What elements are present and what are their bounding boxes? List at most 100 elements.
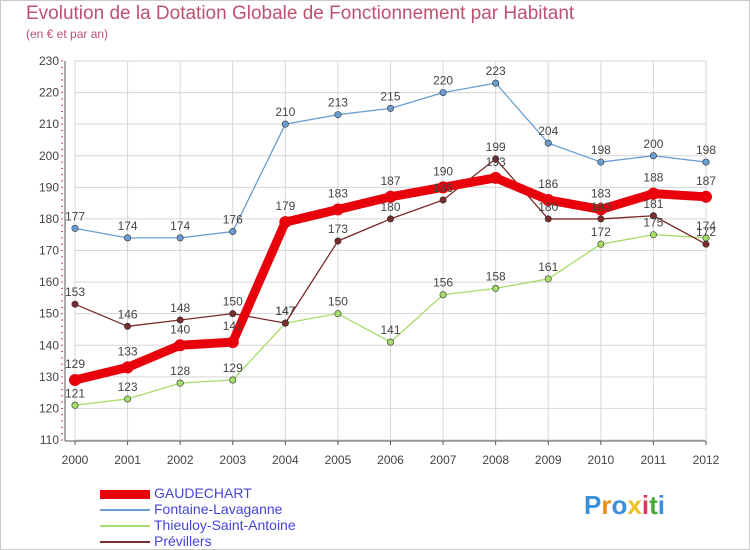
data-point [176,379,184,387]
x-tick-label: 2002 [167,453,194,467]
legend-swatch [100,489,150,499]
data-point [649,231,657,239]
data-point [124,395,132,403]
data-point [386,104,394,112]
data-point [492,284,500,292]
logo-letter: i [641,490,650,520]
data-label: 186 [433,181,453,195]
legend-label: GAUDECHART [154,485,252,501]
y-tick-label: 190 [39,180,59,194]
data-label: 183 [591,186,611,200]
data-point [647,187,660,200]
logo-letter: P [584,490,602,520]
data-label: 173 [328,222,348,236]
data-point [334,237,342,245]
data-point [594,203,607,216]
data-label: 147 [275,304,295,318]
y-tick-label: 210 [39,117,59,131]
data-point [331,203,344,216]
data-label: 210 [275,105,295,119]
data-label: 204 [538,124,558,138]
data-label: 198 [591,143,611,157]
data-label: 199 [486,140,506,154]
data-point [229,310,237,318]
data-point [437,181,450,194]
y-tick-label: 170 [39,244,59,258]
data-point [71,224,79,232]
y-tick-label: 230 [39,54,59,68]
chart-subtitle: (en € et par an) [26,27,109,41]
data-label: 176 [223,213,243,227]
data-point [542,193,555,206]
data-point [544,215,552,223]
data-point [544,275,552,283]
y-tick-label: 220 [39,86,59,100]
logo-letter: i [657,490,665,520]
data-point [281,120,289,128]
data-label: 220 [433,74,453,88]
legend-swatch [100,541,150,543]
proxiti-logo: Proxiti [584,490,665,521]
data-point [229,228,237,236]
data-label: 150 [223,295,243,309]
data-label: 177 [65,209,85,223]
data-point [492,155,500,163]
logo-letter: o [611,490,628,520]
logo-letter: x [627,490,642,520]
data-label: 172 [696,225,716,239]
data-point [121,361,134,374]
data-point [124,322,132,330]
data-label: 129 [65,357,85,371]
data-label: 213 [328,96,348,110]
y-tick-label: 110 [40,433,59,447]
data-label: 172 [591,225,611,239]
legend-label: Prévillers [154,533,212,549]
data-label: 193 [486,155,506,169]
data-point [700,190,712,203]
x-tick-label: 2011 [641,453,667,467]
data-label: 187 [380,174,400,188]
data-point [439,196,447,204]
data-point [124,234,132,242]
data-label: 174 [118,219,138,233]
x-tick-label: 2005 [325,453,352,467]
data-label: 141 [223,319,243,333]
data-label: 223 [486,64,506,78]
data-label: 128 [170,364,190,378]
x-tick-label: 2008 [482,453,509,467]
data-label: 187 [696,174,716,188]
data-label: 198 [696,143,716,157]
data-point [334,111,342,119]
data-point [176,316,184,324]
y-tick-label: 120 [39,401,59,415]
x-tick-label: 2003 [219,453,246,467]
data-point [439,89,447,97]
y-tick-label: 150 [39,307,59,321]
y-tick-label: 130 [39,370,59,384]
x-tick-label: 2009 [535,453,562,467]
data-label: 175 [643,216,663,230]
data-label: 146 [118,307,138,321]
y-tick-label: 200 [39,149,59,163]
data-label: 133 [118,344,138,358]
data-point [649,152,657,160]
data-point [226,336,239,349]
data-point [71,300,79,308]
x-tick-label: 2006 [377,453,404,467]
logo-letter: t [649,490,658,520]
x-tick-label: 2012 [693,453,720,467]
data-label: 181 [643,197,663,211]
data-label: 153 [65,285,85,299]
data-point [492,79,500,87]
data-point [384,190,397,203]
legend-label: Fontaine-Lavaganne [154,501,283,517]
data-point [334,310,342,318]
data-label: 147 [275,304,295,318]
data-point [649,212,657,220]
data-label: 174 [170,219,190,233]
data-label: 186 [538,177,558,191]
data-point [174,339,187,352]
data-label: 161 [538,260,558,274]
data-point [702,240,710,248]
